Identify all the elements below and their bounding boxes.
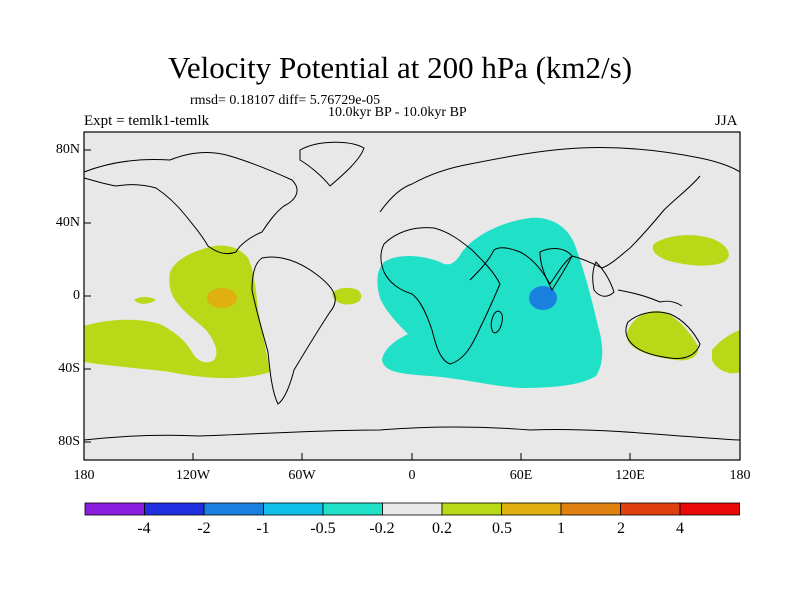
colorbar-label: 4	[676, 520, 684, 537]
southeast-asia-coast	[592, 261, 683, 307]
x-tick-label: 60E	[509, 468, 533, 483]
axis-ticks	[83, 149, 741, 460]
colorbar-swatch	[382, 502, 443, 516]
period-line: 10.0kyr BP - 10.0kyr BP	[328, 105, 467, 120]
colorbar-label: -4	[137, 520, 151, 537]
season-label: JJA	[715, 113, 738, 129]
colorbar-label: 2	[617, 520, 625, 537]
australia-coast	[625, 311, 701, 359]
colorbar-swatch	[679, 502, 740, 516]
y-tick-label: 80S	[58, 434, 80, 449]
south-pacific-anomaly	[712, 330, 740, 374]
colorbar-swatch	[560, 502, 621, 516]
experiment-label: Expt = temlk1-temlk	[84, 113, 210, 129]
positive-core-anomaly	[207, 288, 237, 308]
antarctica-coast	[83, 426, 741, 441]
page-title: Velocity Potential at 200 hPa (km2/s)	[167, 50, 633, 85]
north-america-coast	[83, 152, 298, 255]
colorbar-swatch	[441, 502, 502, 516]
greenland-coast	[299, 141, 365, 187]
y-tick-label: 0	[73, 288, 80, 303]
x-tick-label: 120E	[615, 468, 645, 483]
colorbar-swatch	[84, 502, 145, 516]
y-tick-label: 40N	[55, 215, 80, 230]
india-coast	[539, 248, 573, 292]
coastlines	[83, 141, 741, 441]
africa-coast	[380, 227, 501, 365]
x-tick-label: 0	[408, 468, 416, 483]
y-tick-label: 40S	[58, 361, 80, 376]
madagascar-coast	[490, 310, 503, 334]
colorbar-label: -2	[197, 520, 211, 537]
colorbar-swatch	[620, 502, 681, 516]
colorbar-swatch	[501, 502, 562, 516]
small-pacific-patch	[134, 297, 156, 304]
negative-core-anomaly	[529, 286, 557, 310]
colorbar-swatch	[263, 502, 324, 516]
colorbar-swatch	[144, 502, 205, 516]
x-tick-label: 60W	[288, 468, 316, 483]
colorbar	[84, 502, 740, 516]
x-tick-label: 120W	[175, 468, 211, 483]
positive-anomaly-regions	[84, 235, 740, 379]
colorbar-swatch	[203, 502, 264, 516]
colorbar-label: 1	[557, 520, 565, 537]
west-pacific-anomaly	[652, 235, 729, 266]
east-pacific-anomaly	[84, 245, 270, 379]
indian-ocean-anomaly	[377, 217, 603, 388]
x-tick-label: 180	[729, 468, 751, 483]
colorbar-label: -0.2	[369, 520, 395, 537]
colorbar-label: 0.2	[432, 520, 452, 537]
atlantic-anomaly	[332, 287, 362, 305]
stats-line: rmsd= 0.18107 diff= 5.76729e-05	[190, 93, 381, 108]
australia-anomaly	[626, 310, 699, 361]
south-america-coast	[251, 256, 336, 405]
colorbar-swatch	[322, 502, 383, 516]
colorbar-label: 0.5	[492, 520, 512, 537]
colorbar-label: -0.5	[310, 520, 336, 537]
colorbar-label: -1	[256, 520, 270, 537]
y-tick-label: 80N	[55, 142, 80, 157]
x-tick-label: 180	[73, 468, 95, 483]
